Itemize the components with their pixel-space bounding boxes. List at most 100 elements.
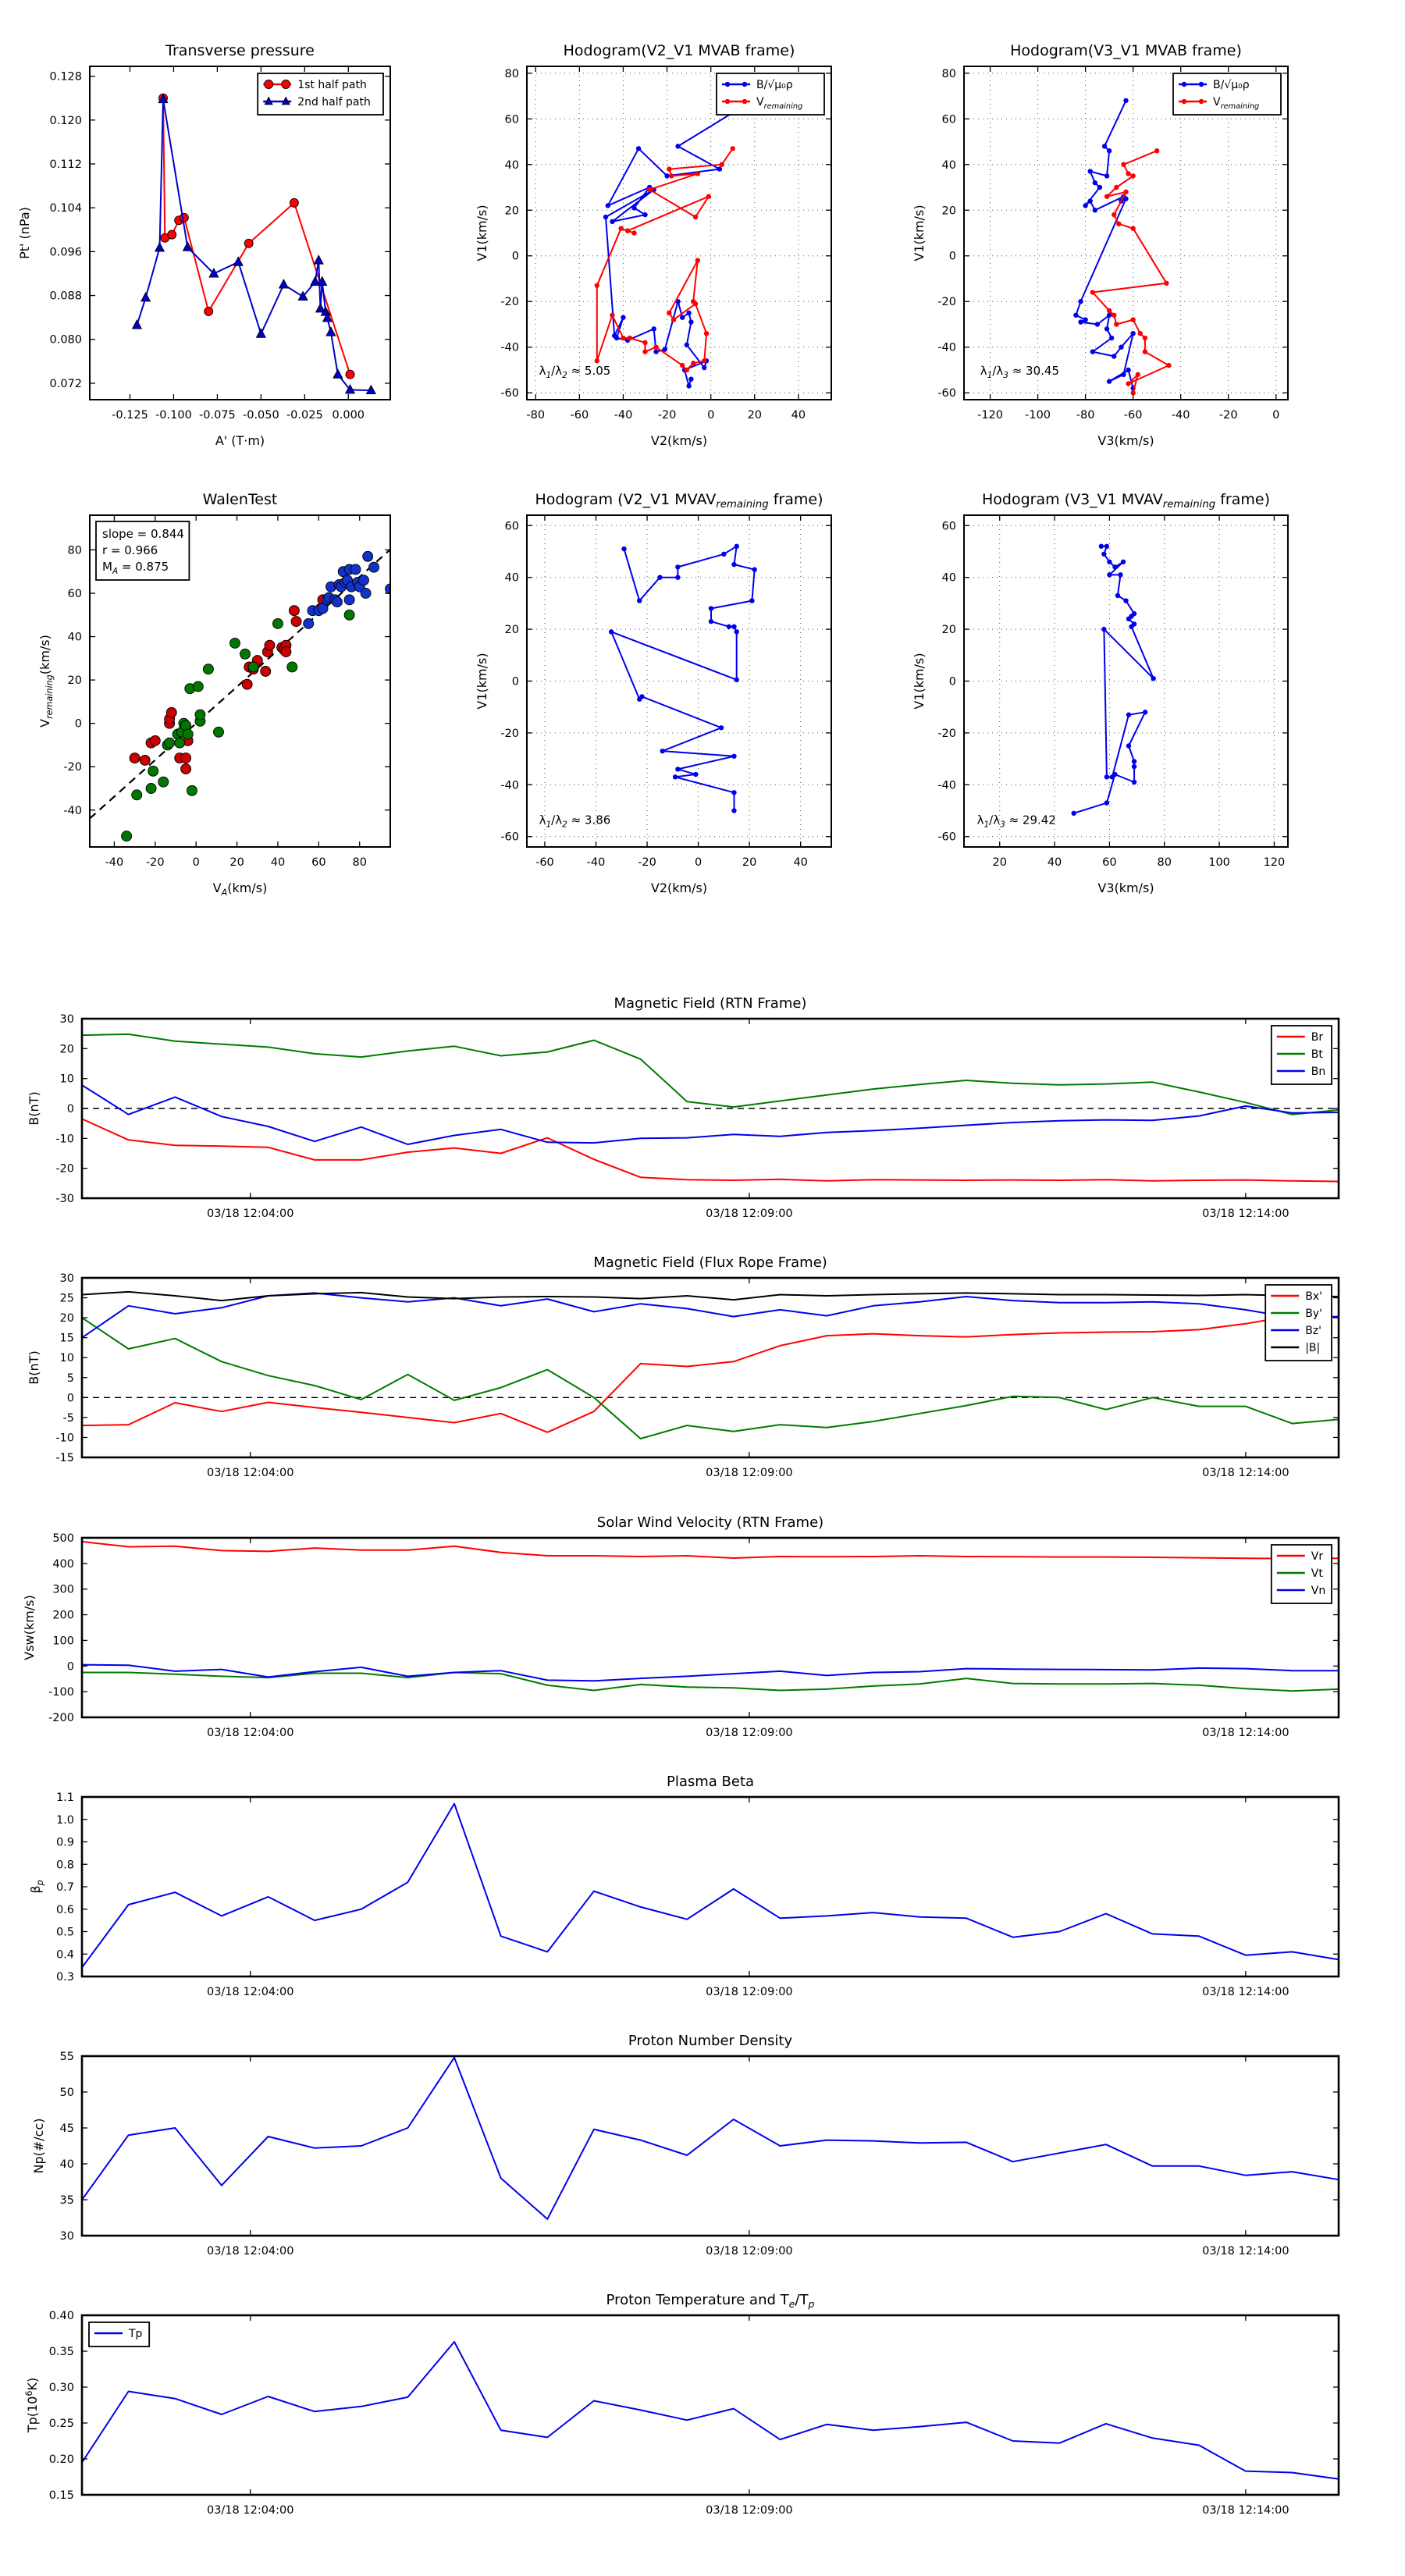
svg-text:-60: -60 — [500, 387, 519, 400]
pressure-chart: -0.125 -0.100 -0.075 -0.050 -0.025 0.000 0.072… — [17, 42, 391, 448]
svg-text:300: 300 — [52, 1584, 74, 1596]
svg-text:20: 20 — [505, 205, 519, 217]
svg-text:03/18 12:14:00: 03/18 12:14:00 — [1202, 1467, 1289, 1479]
svg-text:03/18 12:04:00: 03/18 12:04:00 — [207, 2245, 294, 2258]
series-scatter-first — [129, 594, 329, 774]
svg-text:50: 50 — [60, 2087, 74, 2099]
legend: Tp — [88, 2322, 151, 2347]
svg-text:MA = 0.875: MA = 0.875 — [102, 560, 169, 576]
panel-solar-wind-velocity: 03/18 12:04:00 03/18 12:09:00 03/18 12:14:… — [22, 1514, 1340, 1739]
svg-text:-60: -60 — [1124, 409, 1143, 422]
svg-text:-40: -40 — [500, 342, 519, 354]
svg-text:-40: -40 — [63, 805, 82, 817]
svg-text:-10: -10 — [55, 1432, 74, 1444]
svg-text:40: 40 — [271, 856, 285, 869]
svg-text:By': By' — [1305, 1308, 1322, 1320]
svg-text:30: 30 — [60, 1272, 74, 1285]
axes: 03/18 12:04:00 03/18 12:09:00 03/18 12:14:… — [60, 2051, 1340, 2258]
legend: Vr Vt Vn — [1270, 1544, 1332, 1604]
svg-text:0.9: 0.9 — [56, 1837, 74, 1849]
x-axis-label: V3(km/s) — [1097, 881, 1154, 895]
svg-text:Vt: Vt — [1311, 1567, 1324, 1580]
svg-text:Bx': Bx' — [1305, 1290, 1322, 1303]
y-axis-label: V1(km/s) — [475, 205, 489, 261]
svg-text:0: 0 — [695, 856, 702, 869]
svg-text:-60: -60 — [500, 831, 519, 844]
series--b- — [81, 1290, 1339, 1302]
svg-text:-40: -40 — [614, 409, 633, 422]
y-axis-label: B(nT) — [27, 1091, 41, 1125]
svg-text:10: 10 — [60, 1352, 74, 1364]
panel-title: Hodogram(V3_V1 MVAB frame) — [1010, 42, 1242, 59]
svg-text:60: 60 — [505, 113, 519, 126]
svg-text:55: 55 — [60, 2051, 74, 2063]
svg-text:20: 20 — [229, 856, 244, 869]
axes: 03/18 12:04:00 03/18 12:09:00 03/18 12:14:… — [48, 1532, 1340, 1739]
axes: 03/18 12:04:00 03/18 12:09:00 03/18 12:14:… — [55, 1013, 1340, 1220]
svg-text:-40: -40 — [1172, 409, 1190, 422]
svg-text:|B|: |B| — [1305, 1342, 1320, 1354]
svg-text:r = 0.966: r = 0.966 — [102, 543, 158, 557]
svg-text:-0.125: -0.125 — [112, 409, 148, 422]
series-vn — [81, 1663, 1339, 1682]
svg-text:40: 40 — [505, 159, 519, 172]
svg-text:Bz': Bz' — [1305, 1325, 1321, 1337]
svg-text:30: 30 — [60, 1013, 74, 1026]
svg-text:03/18 12:09:00: 03/18 12:09:00 — [706, 1986, 793, 1998]
svg-text:20: 20 — [942, 205, 956, 217]
svg-text:0.128: 0.128 — [49, 71, 82, 84]
axes: 20 40 60 80 100 120 -60 -40 -20 0 20 40 60 — [937, 514, 1289, 869]
panel-transverse-pressure: -0.125 -0.100 -0.075 -0.050 -0.025 0.000 0.072… — [17, 42, 391, 448]
svg-text:-40: -40 — [587, 856, 606, 869]
svg-text:80: 80 — [505, 68, 519, 80]
svg-text:0.3: 0.3 — [56, 1971, 74, 1984]
svg-text:0: 0 — [949, 676, 956, 688]
svg-text:40: 40 — [505, 572, 519, 585]
svg-text:03/18 12:09:00: 03/18 12:09:00 — [706, 1208, 793, 1220]
svg-text:10: 10 — [60, 1073, 74, 1086]
svg-text:-60: -60 — [937, 387, 956, 400]
legend: B/√μ₀ρ Vremaining — [1172, 73, 1282, 116]
grid — [527, 66, 831, 400]
svg-text:03/18 12:04:00: 03/18 12:04:00 — [207, 2504, 294, 2517]
svg-text:0.080: 0.080 — [49, 334, 82, 347]
svg-text:40: 40 — [793, 856, 807, 869]
svg-text:-20: -20 — [146, 856, 165, 869]
svg-text:80: 80 — [942, 68, 956, 80]
svg-text:Tp: Tp — [128, 2328, 143, 2340]
svg-text:0: 0 — [707, 409, 714, 422]
series-tp — [81, 2341, 1339, 2480]
svg-text:-20: -20 — [1219, 409, 1238, 422]
vsw-chart: 03/18 12:04:00 03/18 12:09:00 03/18 12:14:… — [22, 1514, 1340, 1739]
svg-text:-60: -60 — [535, 856, 554, 869]
grid — [964, 66, 1288, 400]
legend: 1st half path 2nd half path — [257, 73, 384, 116]
svg-text:0.5: 0.5 — [56, 1927, 74, 1939]
svg-text:40: 40 — [68, 632, 82, 644]
svg-text:-0.050: -0.050 — [243, 409, 279, 422]
svg-text:B/√μ₀ρ: B/√μ₀ρ — [1213, 79, 1250, 91]
b-fr-chart: 03/18 12:04:00 03/18 12:09:00 03/18 12:14:… — [27, 1254, 1340, 1479]
hodo-v3v1-mvab-chart: -120 -100 -80 -60 -40 -20 0 -60 -40 -20 0 20 40 60 80 H… — [912, 42, 1289, 448]
series-by- — [81, 1317, 1339, 1439]
svg-text:80: 80 — [352, 856, 366, 869]
svg-text:-80: -80 — [1076, 409, 1095, 422]
svg-text:20: 20 — [505, 624, 519, 636]
svg-text:-40: -40 — [937, 779, 956, 792]
stats-box: slope = 0.844 r = 0.966 MA = 0.875 — [95, 521, 190, 581]
panel-title: Hodogram (V3_V1 MVAVremaining frame) — [982, 491, 1270, 511]
lambda-ratio-annotation: λ1/λ3 ≈ 30.45 — [980, 364, 1059, 380]
hodo-v2v1-mvab-chart: -80 -60 -40 -20 0 20 40 -60 -40 -20 0 20 40 60 80 Hodog… — [475, 42, 832, 448]
svg-text:-0.100: -0.100 — [155, 409, 192, 422]
series-v-remaining-hodogram — [1071, 543, 1156, 817]
svg-text:03/18 12:04:00: 03/18 12:04:00 — [207, 1208, 294, 1220]
svg-text:1.1: 1.1 — [56, 1791, 74, 1804]
svg-text:60: 60 — [942, 113, 956, 126]
svg-text:25: 25 — [60, 1293, 74, 1305]
svg-text:60: 60 — [68, 588, 82, 600]
panel-proton-number-density: 03/18 12:04:00 03/18 12:09:00 03/18 12:14:… — [31, 2033, 1340, 2258]
svg-text:40: 40 — [791, 409, 806, 422]
svg-text:500: 500 — [52, 1532, 74, 1545]
svg-text:0: 0 — [67, 1103, 74, 1115]
